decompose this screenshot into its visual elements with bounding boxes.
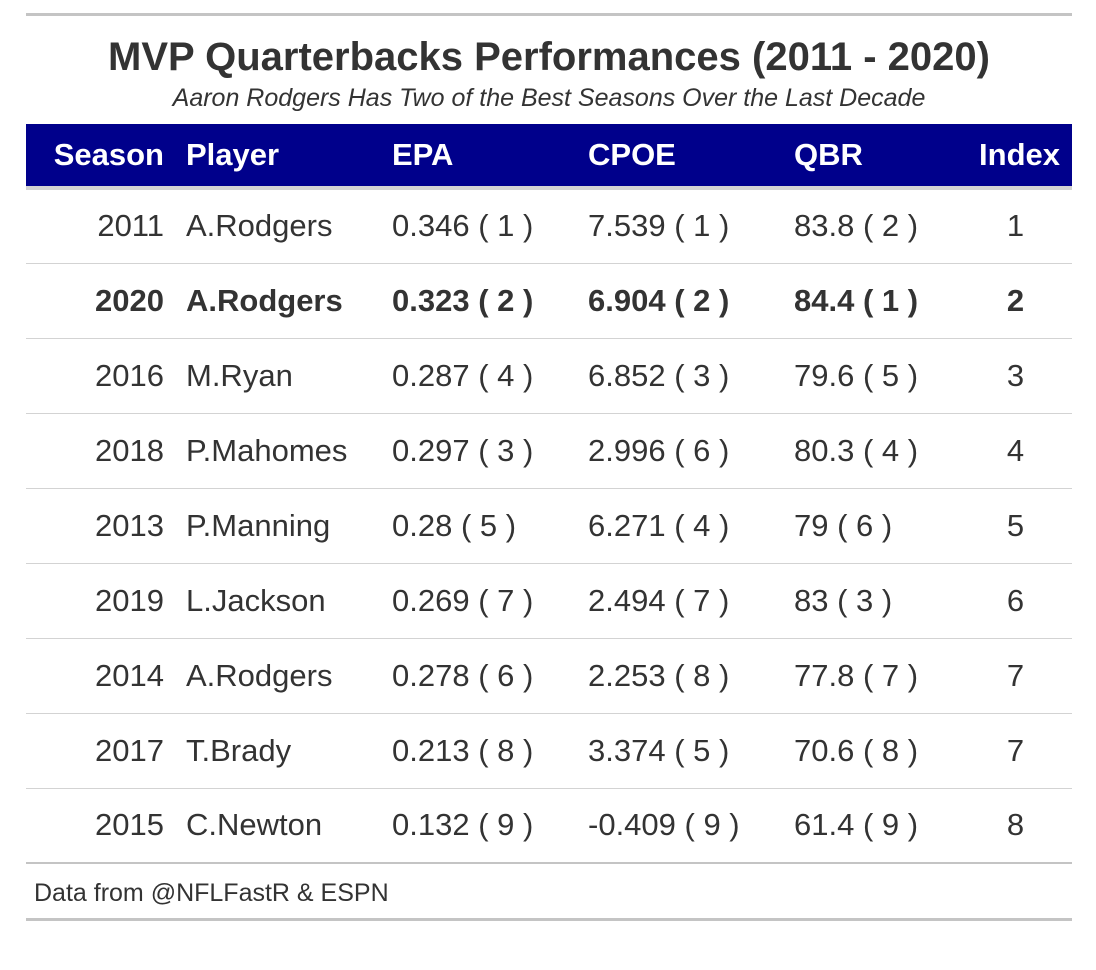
cell-epa: 0.28 ( 5 )	[392, 507, 517, 543]
cell-cpoe: 6.852 ( 3 )	[588, 357, 730, 393]
table-row: 2016 M.Ryan 0.287 ( 4 ) 6.852 ( 3 ) 79.6 ( 5…	[26, 338, 1072, 413]
cell-player: L.Jackson	[186, 582, 326, 618]
cell-qbr: 77.8 ( 7 )	[794, 657, 919, 693]
cell-cpoe: 3.374 ( 5 )	[588, 732, 730, 768]
cell-qbr: 80.3 ( 4 )	[794, 432, 919, 468]
cell-index: 6	[1006, 582, 1025, 618]
header-index: Index	[959, 124, 1072, 190]
cell-index: 8	[1006, 807, 1025, 843]
cell-index: 1	[1006, 208, 1025, 244]
cell-player: P.Manning	[186, 507, 331, 543]
cell-epa: 0.297 ( 3 )	[392, 432, 534, 468]
table-row: 2015 C.Newton 0.132 ( 9 ) -0.409 ( 9 ) 61.4 …	[26, 788, 1072, 863]
cell-epa: 0.269 ( 7 )	[392, 582, 534, 618]
cell-season: 2015	[95, 807, 164, 843]
cell-index: 3	[1006, 357, 1025, 393]
cell-player: A.Rodgers	[186, 282, 343, 318]
cell-index: 4	[1006, 432, 1025, 468]
table-row: 2019 L.Jackson 0.269 ( 7 ) 2.494 ( 7 ) 83 ( …	[26, 563, 1072, 638]
cell-season: 2013	[95, 507, 164, 543]
table-row: 2013 P.Manning 0.28 ( 5 ) 6.271 ( 4 ) 79 ( 6…	[26, 488, 1072, 563]
cell-cpoe: 2.996 ( 6 )	[588, 432, 730, 468]
bottom-rule	[26, 918, 1072, 921]
cell-season: 2017	[95, 732, 164, 768]
cell-season: 2018	[95, 432, 164, 468]
cell-player: P.Mahomes	[186, 432, 348, 468]
cell-cpoe: 2.253 ( 8 )	[588, 657, 730, 693]
table-row: 2014 A.Rodgers 0.278 ( 6 ) 2.253 ( 8 ) 77.8 …	[26, 638, 1072, 713]
cell-player: A.Rodgers	[186, 657, 333, 693]
cell-player: T.Brady	[186, 732, 292, 768]
top-rule	[26, 13, 1072, 16]
cell-epa: 0.346 ( 1 )	[392, 208, 534, 244]
cell-qbr: 79.6 ( 5 )	[794, 357, 919, 393]
table-container: MVP Quarterbacks Performances (2011 - 20…	[26, 13, 1072, 921]
cell-epa: 0.213 ( 8 )	[392, 732, 534, 768]
cell-season: 2016	[95, 357, 164, 393]
cell-epa: 0.132 ( 9 )	[392, 807, 534, 843]
header-cpoe: CPOE	[578, 124, 784, 190]
cell-season: 2011	[97, 208, 164, 244]
cell-qbr: 70.6 ( 8 )	[794, 732, 919, 768]
cell-season: 2019	[95, 582, 164, 618]
header-season: Season	[26, 124, 176, 190]
table-title: MVP Quarterbacks Performances (2011 - 20…	[108, 35, 990, 79]
header-qbr: QBR	[784, 124, 959, 190]
cell-qbr: 79 ( 6 )	[794, 507, 893, 543]
cell-qbr: 83 ( 3 )	[794, 582, 893, 618]
source-note: Data from @NFLFastR & ESPN	[34, 879, 389, 907]
cell-cpoe: 6.904 ( 2 )	[588, 282, 730, 318]
table-row: 2018 P.Mahomes 0.297 ( 3 ) 2.996 ( 6 ) 80.3 …	[26, 413, 1072, 488]
cell-cpoe: 7.539 ( 1 )	[588, 208, 730, 244]
header-player: Player	[176, 124, 382, 190]
cell-index: 7	[1006, 657, 1025, 693]
cell-player: A.Rodgers	[186, 208, 333, 244]
cell-index: 5	[1006, 507, 1025, 543]
cell-season: 2020	[95, 282, 164, 318]
mvp-table: Season Player EPA CPOE QBR Index 2011 A.R…	[26, 124, 1072, 864]
table-body: 2011 A.Rodgers 0.346 ( 1 ) 7.539 ( 1 ) 83.8 …	[26, 188, 1072, 863]
cell-season: 2014	[95, 657, 164, 693]
cell-epa: 0.278 ( 6 )	[392, 657, 534, 693]
cell-player: C.Newton	[186, 807, 323, 843]
cell-cpoe: 2.494 ( 7 )	[588, 582, 730, 618]
table-subtitle: Aaron Rodgers Has Two of the Best Season…	[172, 84, 926, 112]
cell-epa: 0.323 ( 2 )	[392, 282, 534, 318]
table-row: 2017 T.Brady 0.213 ( 8 ) 3.374 ( 5 ) 70.6 ( …	[26, 713, 1072, 788]
table-row: 2020 A.Rodgers 0.323 ( 2 ) 6.904 ( 2 ) 84.4 …	[26, 263, 1072, 338]
cell-index: 7	[1006, 732, 1025, 768]
cell-player: M.Ryan	[186, 357, 293, 393]
cell-cpoe: -0.409 ( 9 )	[588, 807, 740, 843]
cell-qbr: 83.8 ( 2 )	[794, 208, 919, 244]
cell-cpoe: 6.271 ( 4 )	[588, 507, 730, 543]
cell-qbr: 84.4 ( 1 )	[794, 282, 919, 318]
table-row: 2011 A.Rodgers 0.346 ( 1 ) 7.539 ( 1 ) 83.8 …	[26, 188, 1072, 263]
header-row: Season Player EPA CPOE QBR Index	[26, 124, 1072, 190]
cell-epa: 0.287 ( 4 )	[392, 357, 534, 393]
cell-qbr: 61.4 ( 9 )	[794, 807, 919, 843]
header-epa: EPA	[382, 124, 578, 190]
cell-index: 2	[1006, 282, 1025, 318]
